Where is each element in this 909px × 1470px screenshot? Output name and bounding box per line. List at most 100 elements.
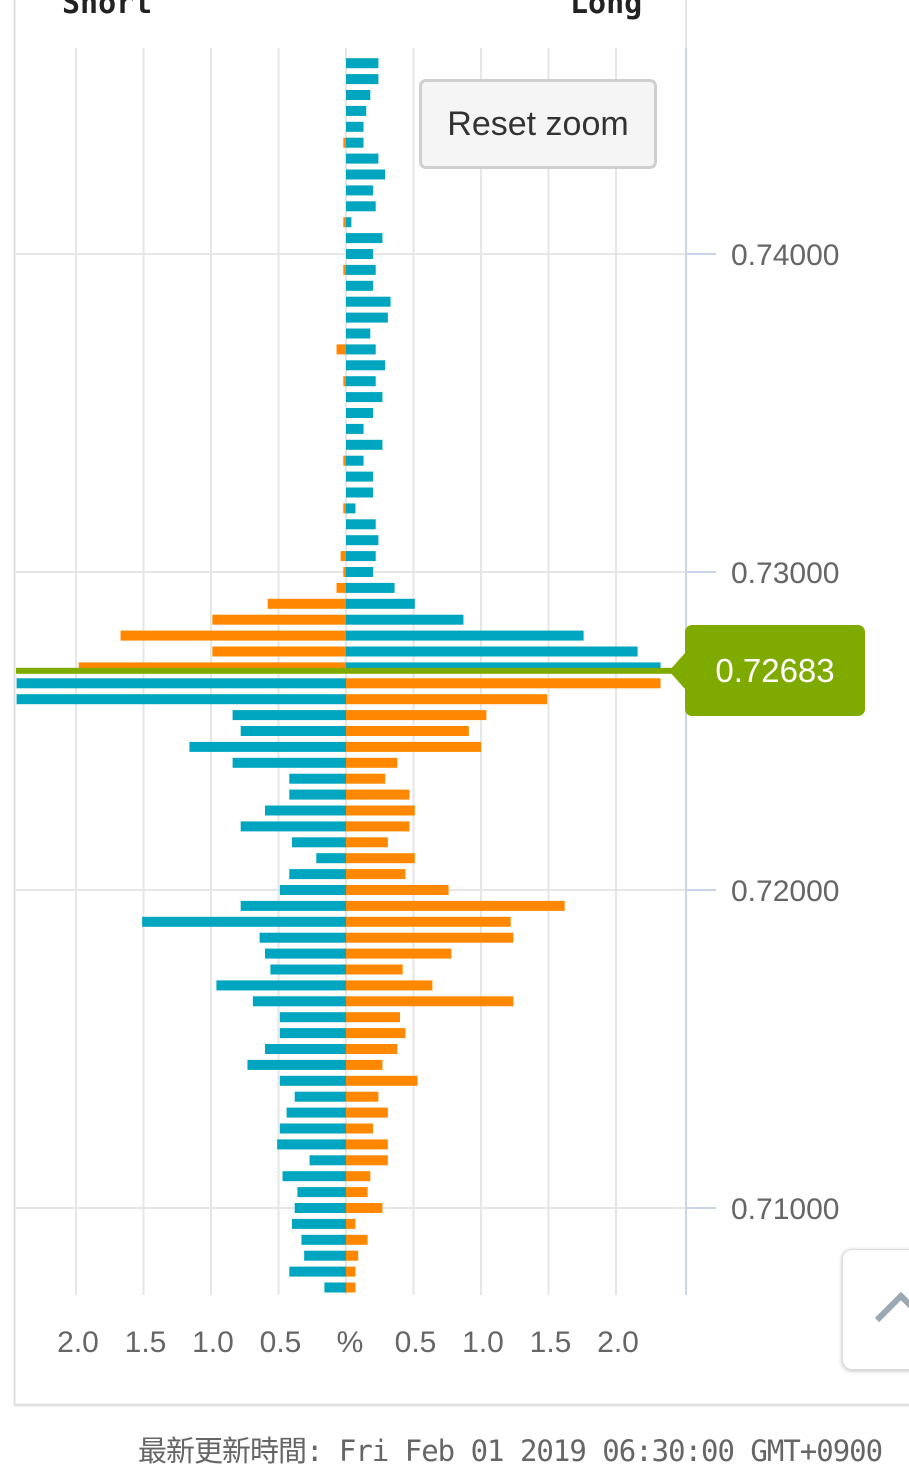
short-bar [16,694,346,705]
long-bar [346,1059,383,1070]
short-bar [286,1107,346,1118]
long-bar [346,567,373,577]
long-bar [346,153,379,164]
short-bar [189,741,346,752]
short-bar [336,344,346,355]
x-tick-label: 2.0 [597,1326,639,1359]
short-bar [324,1282,346,1293]
long-bar [346,1171,371,1182]
long-bar [346,328,371,339]
short-bar [216,980,346,991]
short-bar [292,837,346,848]
long-bar [346,630,584,641]
long-bar [346,1187,368,1198]
short-bar [265,948,346,959]
long-bar [346,948,452,959]
short-bar [343,455,346,466]
long-bar [346,853,415,864]
short-bar [279,1123,346,1134]
last-updated-text: 最新更新時間: Fri Feb 01 2019 06:30:00 GMT+090… [138,1434,883,1468]
long-bar [346,837,388,848]
x-tick-label: 1.5 [530,1326,572,1359]
long-bar [346,185,373,196]
long-bar [346,535,379,546]
current-price-label: 0.72683 [669,625,865,716]
x-tick-label: 2.0 [57,1326,99,1359]
short-bar [294,1203,346,1213]
long-bar [346,74,379,85]
long-bar [346,90,371,100]
x-tick-label: 0.5 [260,1326,302,1359]
short-bar [240,900,346,911]
long-bar [346,201,376,212]
long-bar [346,551,376,562]
long-bar [346,58,379,69]
long-bar [346,885,449,895]
short-bar [316,853,346,864]
short-bar [343,137,346,148]
short-bar [120,630,346,641]
short-bar [265,1044,346,1054]
long-bar [346,741,481,752]
long-bar [346,344,376,355]
short-bar [240,726,346,736]
long-bar [346,1155,388,1166]
long-bar [346,105,367,116]
y-tick-label: 0.73000 [731,557,839,590]
long-bar [346,1091,379,1102]
long-bar [346,869,406,880]
long-bar [346,439,383,450]
long-bar [346,503,356,514]
short-bar [301,1234,346,1245]
long-bar [346,916,511,927]
long-bar [346,376,376,387]
long-bar [346,1218,356,1229]
y-tick-label: 0.72000 [731,875,839,908]
short-bar [232,757,346,768]
short-bar [259,932,346,943]
long-bar [346,1282,356,1293]
long-bar [346,121,364,132]
long-bar [346,821,410,832]
long-bar [346,980,433,991]
short-bar [277,1139,346,1150]
short-bar [289,869,346,880]
short-bar [304,1250,346,1261]
long-bar [346,137,364,148]
long-bar [346,598,415,609]
long-bar [346,423,364,434]
short-bar [292,1218,346,1229]
long-bar [346,932,514,943]
long-bar [346,455,364,466]
chevron-up-icon [874,1291,909,1323]
current-price-line [16,667,672,674]
long-bar [346,519,376,530]
long-bar [346,726,469,736]
long-bar [346,233,383,244]
short-bar [270,964,346,975]
x-tick-label: 0.5 [395,1326,437,1359]
short-bar [279,1028,346,1039]
long-bar [346,964,403,975]
long-bar [346,1250,359,1261]
long-bar [346,757,398,768]
short-bar [240,821,346,832]
long-bar [346,360,386,371]
short-bar [212,646,346,657]
reset-zoom-button[interactable]: Reset zoom [419,79,657,169]
short-bar [343,503,346,514]
scroll-to-top-button[interactable] [842,1249,909,1370]
long-bar [346,646,638,657]
long-bar [346,694,548,705]
short-bar [232,710,346,721]
long-bar [346,1044,398,1054]
short-bar [289,789,346,800]
short-bar [340,551,346,562]
long-bar [346,408,373,418]
x-tick-label: 1.5 [125,1326,167,1359]
x-axis-unit-label: % [337,1326,364,1359]
short-bar [247,1059,346,1070]
long-bar [346,1139,388,1150]
short-bar [265,805,346,816]
long-bar [346,249,373,259]
